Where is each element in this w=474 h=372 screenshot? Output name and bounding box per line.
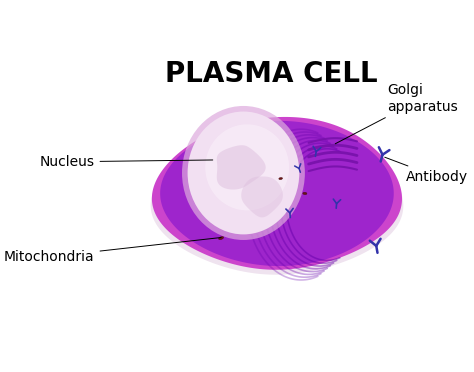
Polygon shape: [151, 126, 403, 275]
Ellipse shape: [188, 112, 299, 234]
Ellipse shape: [279, 177, 283, 180]
Ellipse shape: [303, 192, 307, 195]
Text: Antibody: Antibody: [385, 157, 467, 184]
Ellipse shape: [219, 237, 224, 240]
Ellipse shape: [182, 106, 305, 240]
Text: Golgi
apparatus: Golgi apparatus: [335, 83, 457, 144]
Ellipse shape: [205, 124, 289, 211]
Polygon shape: [217, 145, 266, 190]
Polygon shape: [241, 176, 283, 217]
Polygon shape: [160, 121, 394, 266]
Text: PLASMA CELL: PLASMA CELL: [165, 60, 378, 88]
Text: Nucleus: Nucleus: [39, 155, 213, 169]
Polygon shape: [152, 117, 402, 270]
Text: Mitochondria: Mitochondria: [4, 237, 221, 264]
